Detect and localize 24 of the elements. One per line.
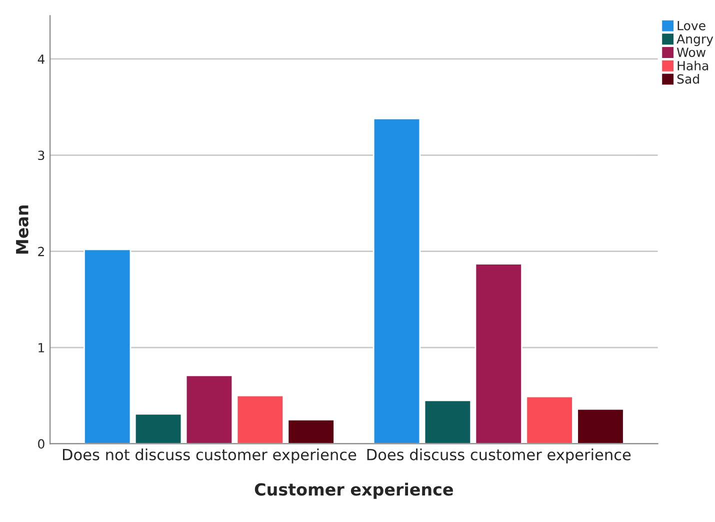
bar: [134, 413, 182, 444]
x-tick-label: Does not discuss customer experience: [63, 448, 356, 464]
bar: [474, 263, 522, 444]
bar: [236, 394, 284, 444]
y-tick-label: 3: [38, 150, 44, 160]
y-axis-title: Mean: [16, 205, 28, 254]
bar: [84, 248, 132, 444]
y-tick-label: 1: [38, 343, 44, 352]
bar: [287, 418, 335, 444]
y-tick-label: 2: [38, 246, 44, 256]
bar: [576, 408, 624, 444]
y-tick-label: 0: [38, 439, 44, 449]
y-tick-label: 4: [38, 54, 44, 64]
bar: [185, 374, 234, 444]
bar: [424, 400, 472, 444]
x-axis-title: Customer experience: [254, 482, 453, 499]
x-tick-label: Does discuss customer experience: [367, 448, 631, 464]
bar: [372, 118, 421, 444]
legend-label: Sad: [677, 74, 699, 84]
legend-label: Love: [678, 21, 706, 30]
bar: [526, 396, 574, 444]
legend-label: Wow: [676, 48, 706, 58]
legend-label: Haha: [678, 60, 708, 70]
legend-label: Angry: [676, 34, 714, 46]
